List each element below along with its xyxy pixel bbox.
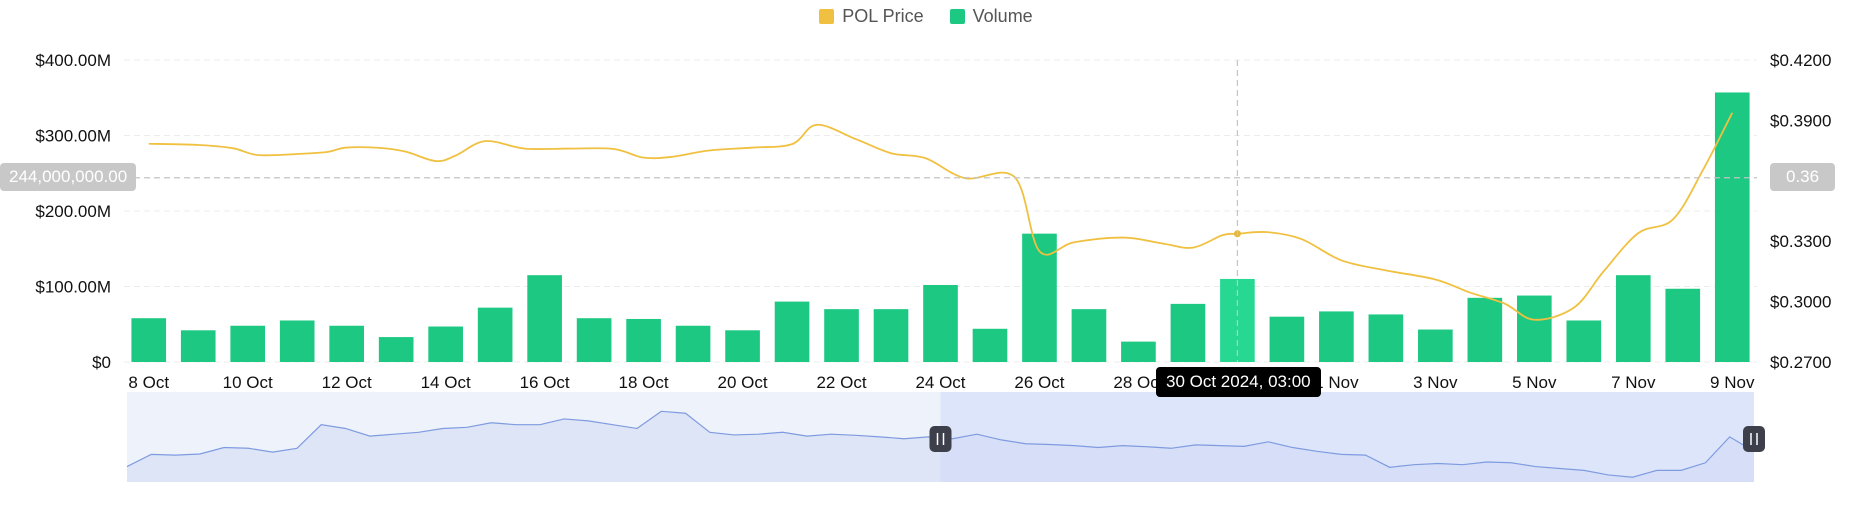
crosshair-left-value: 244,000,000.00 <box>0 163 137 191</box>
volume-bar <box>1665 288 1701 362</box>
range-navigator[interactable] <box>126 392 1765 482</box>
handle-grip <box>1743 426 1765 452</box>
x-tick-label: 1 Nov <box>1314 373 1359 392</box>
x-tick-label: 12 Oct <box>322 373 372 392</box>
x-tick-label: 8 Oct <box>128 373 169 392</box>
volume-bar <box>1418 329 1453 362</box>
volume-bar <box>1071 309 1107 362</box>
legend-item-price[interactable]: POL Price <box>819 6 924 27</box>
y-left-tick-label: $200.00M <box>35 202 111 221</box>
volume-bar <box>527 275 562 362</box>
navigator-handle-left[interactable] <box>929 426 952 452</box>
volume-bar <box>626 318 661 362</box>
legend-item-volume[interactable]: Volume <box>949 6 1033 27</box>
volume-bar <box>1467 297 1503 362</box>
x-tick-label: 26 Oct <box>1014 373 1064 392</box>
y-right-tick-label: $0.3900 <box>1770 111 1831 130</box>
x-tick-label: 14 Oct <box>421 373 471 392</box>
x-tick-label: 10 Oct <box>223 373 273 392</box>
volume-bar <box>873 309 909 362</box>
legend-label-volume: Volume <box>972 6 1033 26</box>
legend-label-price: POL Price <box>842 6 924 26</box>
crosshair-date-tooltip: 30 Oct 2024, 03:00 <box>1156 367 1321 397</box>
volume-bar <box>1566 320 1602 362</box>
volume-bar <box>1022 233 1057 362</box>
x-tick-label: 28 Oct <box>1113 373 1163 392</box>
volume-bar <box>774 301 810 362</box>
volume-bar <box>230 325 266 362</box>
y-right-tick-label: $0.2700 <box>1770 353 1831 372</box>
volume-bar <box>1170 303 1206 362</box>
x-tick-label: 7 Nov <box>1611 373 1656 392</box>
chart-legend: POL Price Volume <box>0 6 1852 27</box>
volume-bar <box>477 307 513 362</box>
y-left-tick-label: $100.00M <box>35 278 111 297</box>
volume-bar <box>1121 341 1156 362</box>
x-tick-label: 5 Nov <box>1512 373 1557 392</box>
volume-bar <box>279 320 315 362</box>
x-tick-label: 18 Oct <box>619 373 669 392</box>
volume-bar <box>576 318 612 362</box>
volume-bar <box>378 337 414 362</box>
volume-bar <box>1615 275 1651 362</box>
volume-bar <box>1319 311 1354 362</box>
handle-grip <box>929 426 952 452</box>
volume-bar <box>824 309 859 362</box>
volume-bars <box>131 92 1750 362</box>
y-right-tick-label: $0.3300 <box>1770 232 1831 251</box>
y-left-tick-label: $0 <box>92 353 111 372</box>
x-tick-label: 20 Oct <box>718 373 768 392</box>
volume-bar <box>329 325 365 362</box>
x-tick-label: 24 Oct <box>915 373 965 392</box>
x-tick-label: 9 Nov <box>1710 373 1755 392</box>
x-tick-label: 3 Nov <box>1413 373 1458 392</box>
volume-bar <box>923 284 958 362</box>
navigator-handle-right[interactable] <box>1743 426 1765 452</box>
y-right-tick-label: $0.4200 <box>1770 51 1831 70</box>
volume-bar <box>428 326 463 362</box>
y-left-tick-label: $300.00M <box>35 127 111 146</box>
volume-bar <box>1714 92 1750 362</box>
crosshair-right-value: 0.36 <box>1770 163 1836 191</box>
y-left-tick-label: $400.00M <box>35 51 111 70</box>
volume-bar <box>725 330 760 362</box>
x-tick-label: 22 Oct <box>816 373 866 392</box>
legend-swatch-volume <box>949 9 965 24</box>
volume-bar <box>180 330 216 362</box>
price-line <box>148 112 1734 321</box>
y-right-tick-label: $0.3000 <box>1770 293 1831 312</box>
volume-bar <box>1516 295 1552 362</box>
volume-bar <box>972 328 1008 362</box>
volume-bar <box>675 325 711 362</box>
x-tick-label: 16 Oct <box>520 373 570 392</box>
volume-bar <box>1269 316 1305 362</box>
volume-bar <box>131 318 167 362</box>
legend-swatch-price <box>819 9 835 24</box>
volume-bar <box>1368 314 1404 362</box>
crosshair <box>124 60 1757 362</box>
